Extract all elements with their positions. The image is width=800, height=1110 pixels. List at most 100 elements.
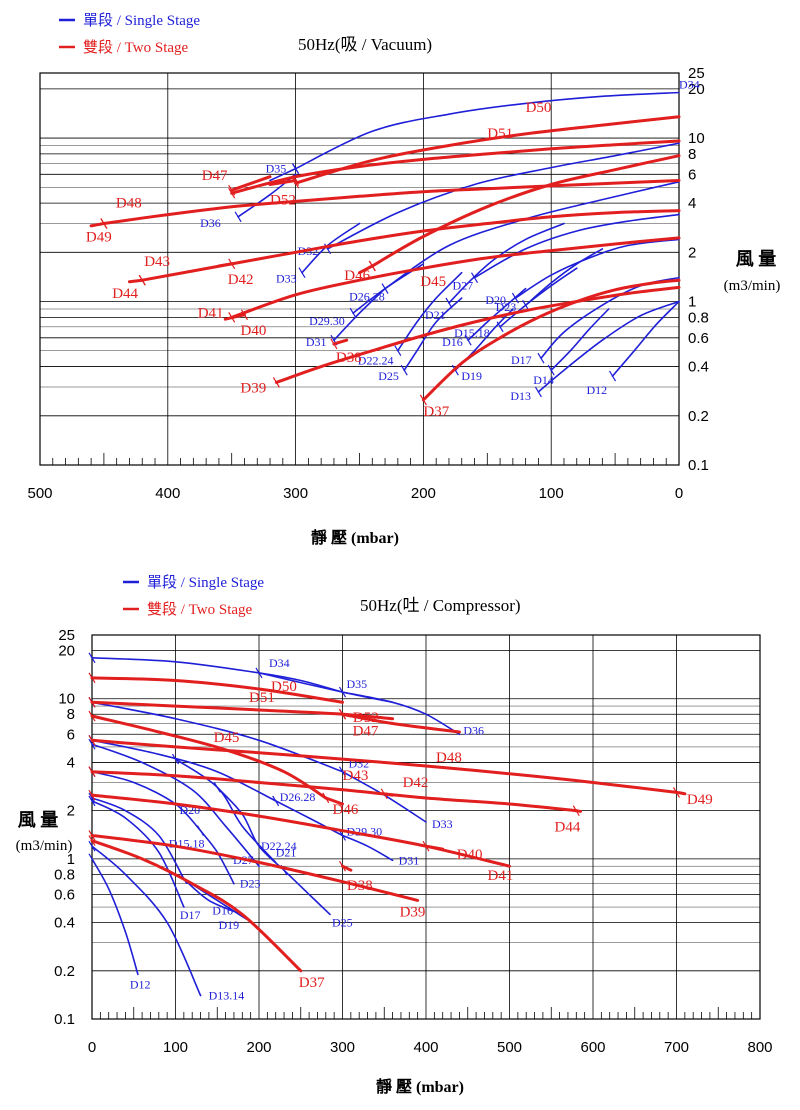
- legend-label: 單段 / Single Stage: [147, 574, 264, 591]
- series-label-D36: D36: [200, 216, 221, 230]
- y-tick-label: 0.1: [688, 457, 709, 474]
- series-label-D48: D48: [116, 196, 142, 212]
- series-label-D19: D19: [461, 369, 482, 383]
- series-line-D45: [90, 714, 328, 800]
- series-line-D26.28: [91, 739, 277, 802]
- series-label-D45: D45: [214, 730, 240, 746]
- series-label-D41: D41: [198, 305, 224, 321]
- series-label-D50: D50: [526, 100, 552, 116]
- series-label-D26.28: D26.28: [349, 290, 385, 304]
- series-line-D13: [537, 300, 680, 393]
- series-end-marker: [292, 163, 300, 174]
- series-line-D31: [341, 834, 394, 862]
- y-tick-label: 4: [67, 754, 75, 771]
- series-end-marker: [272, 795, 280, 807]
- series-line-D50: [90, 676, 344, 704]
- series-label-D40: D40: [457, 847, 483, 863]
- x-tick-label: 400: [155, 485, 180, 502]
- x-tick-label: 600: [580, 1039, 605, 1056]
- series-end-marker: [338, 766, 347, 778]
- y-axis-unit: (m3/min): [724, 278, 781, 294]
- series-label-D41: D41: [488, 868, 514, 884]
- series-end-marker: [197, 825, 205, 836]
- y-tick-label: 0.4: [54, 915, 75, 932]
- series-line-D47: [230, 175, 272, 192]
- legend-label: 單段 / Single Stage: [83, 12, 200, 29]
- series-end-marker: [88, 853, 96, 865]
- y-axis-label: 風 量: [736, 248, 777, 269]
- series-end-marker: [240, 309, 248, 321]
- series-end-marker: [400, 364, 408, 376]
- series-end-marker: [419, 394, 427, 406]
- x-tick-label: 100: [539, 485, 564, 502]
- x-tick-label: 500: [497, 1039, 522, 1056]
- series-line-D13.14: [91, 845, 202, 997]
- legend-label: 雙段 / Two Stage: [147, 601, 253, 618]
- series-line-D37: [90, 839, 303, 973]
- series-line-D46: [324, 796, 344, 806]
- y-tick-label: 6: [67, 726, 75, 743]
- series-end-marker: [537, 352, 545, 364]
- series-line-D40: [424, 844, 445, 851]
- series-line-D17: [91, 800, 185, 908]
- series-line-D23: [524, 248, 604, 306]
- series-end-marker: [228, 184, 236, 196]
- y-tick-label: 0.8: [54, 866, 75, 883]
- series-label-D40: D40: [241, 323, 267, 339]
- series-line-D23: [199, 829, 235, 885]
- series-label-D21: D21: [276, 845, 297, 859]
- series-line-D44: [128, 278, 144, 284]
- series-label-D19: D19: [219, 918, 240, 932]
- series-end-marker: [138, 274, 146, 286]
- series-line-D32: [326, 142, 680, 250]
- x-axis-label: 靜 壓 (mbar): [311, 528, 399, 547]
- series-label-D12: D12: [587, 383, 608, 397]
- y-tick-label: 2: [688, 244, 696, 261]
- series-line-D22.24: [216, 786, 285, 871]
- series-line-D51: [230, 139, 681, 195]
- x-tick-label: 0: [88, 1039, 96, 1056]
- x-tick-label: 800: [747, 1039, 772, 1056]
- series-label-D38: D38: [347, 878, 373, 894]
- series-group: D34D35D36D32D33D26.28D29.30D31D27D21D22.…: [88, 652, 713, 1003]
- series-label-D33: D33: [432, 817, 453, 831]
- y-tick-label: 0.8: [688, 309, 709, 326]
- series-label-D50: D50: [271, 679, 297, 695]
- series-end-marker: [88, 696, 96, 708]
- plot-frame: [91, 634, 761, 1020]
- y-tick-label: 0.4: [688, 359, 709, 376]
- series-end-marker: [380, 788, 388, 800]
- x-tick-label: 300: [283, 485, 308, 502]
- series-end-marker: [368, 260, 376, 272]
- x-axis-label: 靜 壓 (mbar): [376, 1077, 464, 1096]
- series-end-marker: [672, 787, 681, 798]
- series-end-marker: [171, 753, 180, 765]
- series-end-marker: [228, 187, 236, 199]
- series-label-D35: D35: [266, 162, 287, 176]
- plot-frame: [39, 72, 680, 466]
- x-tick-label: 400: [413, 1039, 438, 1056]
- series-label-D46: D46: [333, 802, 359, 818]
- series-end-marker: [464, 334, 472, 346]
- series-label-D25: D25: [378, 369, 399, 383]
- series-end-marker: [88, 789, 96, 801]
- series-end-marker: [338, 686, 347, 698]
- series-label-D52: D52: [270, 193, 296, 209]
- series-label-D15.18: D15.18: [454, 326, 490, 340]
- series-label-D48: D48: [436, 750, 462, 766]
- series-line-D49: [89, 222, 106, 228]
- y-tick-label: 0.6: [688, 330, 709, 347]
- series-end-marker: [422, 840, 430, 852]
- series-end-marker: [88, 652, 96, 664]
- series-end-marker: [338, 708, 347, 720]
- series-label-D25: D25: [332, 915, 353, 929]
- series-line-D34: [91, 657, 344, 693]
- series-line-D47: [341, 712, 461, 734]
- series-label-D34: D34: [679, 78, 700, 92]
- x-tick-label: 100: [163, 1039, 188, 1056]
- gridlines: [91, 634, 761, 1019]
- series-line-D50: [294, 115, 681, 185]
- series-line-D37: [421, 278, 681, 402]
- series-line-D48: [102, 179, 681, 225]
